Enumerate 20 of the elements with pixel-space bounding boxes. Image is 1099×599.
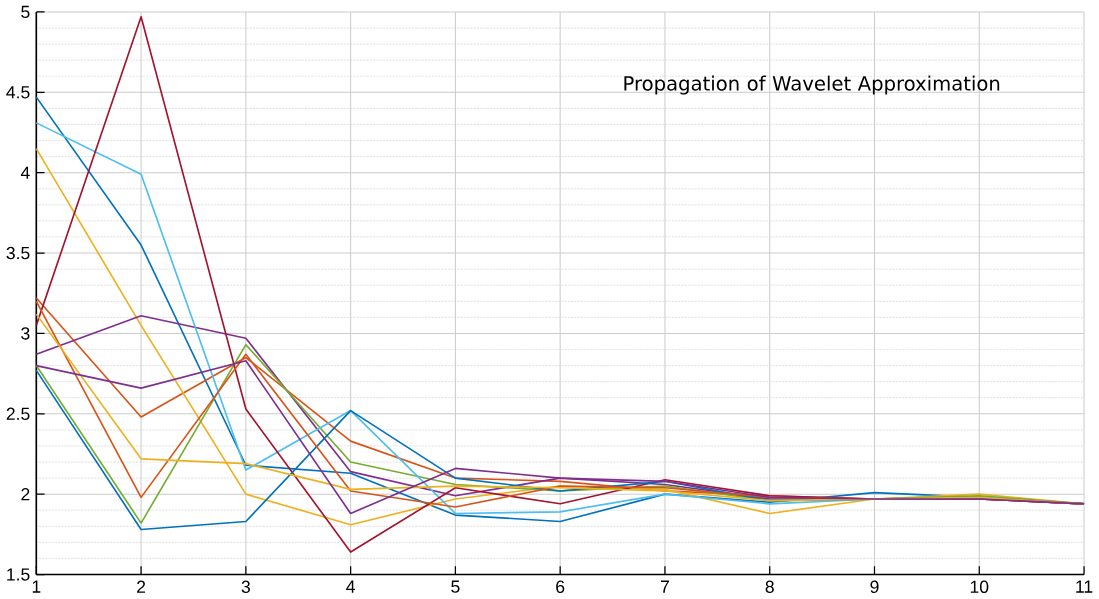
y-tick-label: 4	[20, 166, 30, 179]
y-tick-label: 1.5	[7, 568, 30, 581]
x-tick-label: 2	[137, 580, 146, 593]
x-tick-label: 4	[346, 580, 355, 593]
y-tick-label: 3.5	[6, 246, 30, 260]
text: Propagation of Wavelet Approximation	[624, 75, 1000, 95]
x-tick-label: 11	[1076, 580, 1093, 593]
y-tick-label: 4.5	[6, 86, 30, 99]
x-tick-label: 10	[970, 580, 989, 594]
y-tick-label: 2.5	[6, 407, 30, 421]
x-tick-label: 9	[870, 580, 879, 594]
x-tick-label: 7	[660, 580, 669, 593]
x-tick-label: 3	[241, 580, 250, 594]
x-tick-label: 1	[32, 580, 41, 593]
x-tick-label: 6	[556, 580, 565, 594]
x-tick-label: 8	[765, 580, 774, 594]
y-tick-label: 3	[21, 327, 30, 340]
y-tick-label: 5	[21, 5, 30, 19]
y-tick-label: 2	[21, 488, 30, 501]
x-tick-label: 5	[451, 580, 460, 593]
